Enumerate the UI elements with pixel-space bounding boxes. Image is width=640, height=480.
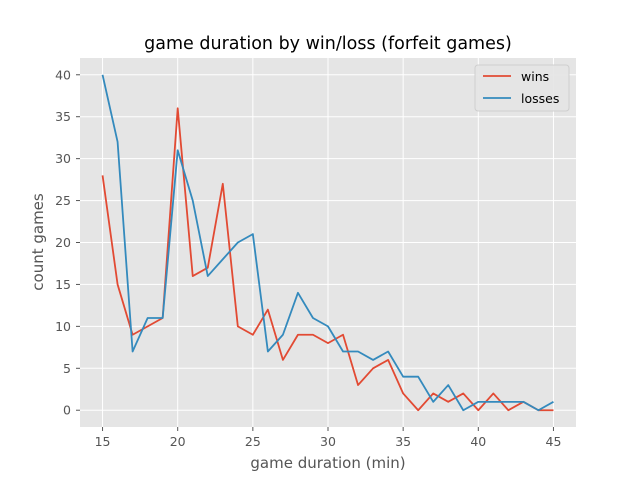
y-tick-label: 10 [55,319,71,334]
legend-label-losses: losses [521,91,559,106]
x-tick-label: 35 [395,434,411,449]
x-axis-ticks: 15 20 25 30 35 40 45 [95,427,562,449]
y-tick-label: 15 [55,277,71,292]
y-tick-label: 5 [63,361,71,376]
y-tick-label: 0 [63,403,71,418]
x-tick-label: 40 [470,434,486,449]
series-lines [101,74,554,412]
y-tick-label: 30 [55,151,71,166]
series-line-wins [101,107,554,412]
x-tick-label: 20 [170,434,186,449]
x-tick-label: 45 [546,434,562,449]
y-axis-label: count games [29,193,47,291]
y-tick-label: 40 [55,67,71,82]
x-tick-label: 15 [95,434,111,449]
legend-label-wins: wins [521,69,549,84]
chart-title: game duration by win/loss (forfeit games… [144,34,512,54]
x-tick-label: 30 [320,434,336,449]
y-tick-label: 20 [55,235,71,250]
x-tick-label: 25 [245,434,261,449]
legend: wins losses [474,64,570,112]
y-axis-ticks: 0 5 10 15 20 25 30 35 40 [55,67,80,418]
y-tick-label: 35 [55,109,71,124]
x-axis-label: game duration (min) [250,454,405,472]
y-tick-label: 25 [55,193,71,208]
series-line-losses [101,74,554,412]
